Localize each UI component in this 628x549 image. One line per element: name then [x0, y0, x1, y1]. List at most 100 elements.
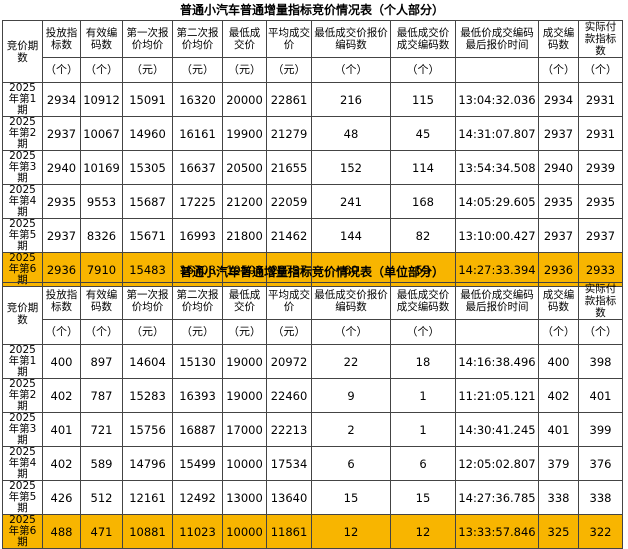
- data-cell: 16393: [172, 378, 223, 413]
- header-cell: 有效编码数: [80, 20, 123, 58]
- data-cell: 12492: [172, 480, 223, 515]
- data-cell: 20972: [266, 344, 312, 379]
- unit-cell: （个）: [311, 319, 391, 345]
- data-cell: 115: [390, 82, 456, 117]
- data-cell: 17534: [266, 446, 312, 481]
- data-cell: 45: [390, 116, 456, 151]
- units-row: （个） （个） （元） （元） （元） （元） （个） （个） （个） （个）: [3, 57, 623, 83]
- unit-cell: （个）: [390, 319, 456, 345]
- data-cell: 14:27:36.785: [455, 480, 539, 515]
- unit-cell: （个）: [42, 57, 81, 83]
- unit-cell: （元）: [172, 57, 223, 83]
- data-cell: 19500: [222, 252, 267, 287]
- data-cell: 426: [42, 480, 81, 515]
- data-cell: 22213: [266, 412, 312, 447]
- unit-cell: （个）: [390, 57, 456, 83]
- data-cell: 10169: [80, 150, 123, 185]
- data-cell: 12: [390, 514, 456, 549]
- data-cell: 22460: [266, 378, 312, 413]
- header-cell: 平均成交价: [266, 20, 312, 58]
- data-cell: 14604: [122, 344, 173, 379]
- period-cell: 2025年第3期: [2, 150, 43, 185]
- data-cell: 241: [311, 184, 391, 219]
- data-cell: 2937: [538, 116, 579, 151]
- data-cell: 2939: [578, 150, 623, 185]
- data-cell: 18: [390, 344, 456, 379]
- data-cell: 2934: [538, 82, 579, 117]
- data-cell: 14796: [122, 446, 173, 481]
- data-cell: 322: [578, 514, 623, 549]
- data-cell: 20000: [222, 82, 267, 117]
- data-cell: 2936: [538, 252, 579, 287]
- data-cell: 21800: [222, 218, 267, 253]
- data-cell: 7910: [80, 252, 123, 287]
- data-cell: 10881: [122, 514, 173, 549]
- unit-cell: （个）: [578, 319, 623, 345]
- data-cell: 55: [390, 252, 456, 287]
- unit-cell: （元）: [266, 57, 312, 83]
- data-cell: 11023: [172, 514, 223, 549]
- data-cell: 11861: [266, 514, 312, 549]
- header-cell: 第一次报价均价: [122, 282, 173, 320]
- header-cell: 第一次报价均价: [122, 20, 173, 58]
- data-cell: 401: [578, 378, 623, 413]
- unit-cell: （个）: [42, 319, 81, 345]
- table-block: 普通小汽车普通增量指标竞价情况表（个人部分） 竞价期数 投放指标数 有效编码数 第一次报…: [2, 0, 623, 287]
- data-cell: 19000: [222, 344, 267, 379]
- data-cell: 2936: [42, 252, 81, 287]
- data-cell: 12:05:02.807: [455, 446, 539, 481]
- units-row: （个） （个） （元） （元） （元） （元） （个） （个） （个） （个）: [3, 319, 623, 345]
- data-cell: 11:21:05.121: [455, 378, 539, 413]
- data-cell: 15: [390, 480, 456, 515]
- header-cell: 最低成交价: [222, 20, 267, 58]
- data-cell: 2935: [42, 184, 81, 219]
- data-cell: 21462: [266, 218, 312, 253]
- data-cell: 2934: [42, 82, 81, 117]
- data-cell: 721: [80, 412, 123, 447]
- data-row: 2025年第5期 426 512 12161 12492 13000 13640 15 15 14…: [2, 480, 623, 515]
- data-cell: 2937: [538, 218, 579, 253]
- period-cell: 2025年第2期: [2, 116, 43, 151]
- period-cell: 2025年第1期: [2, 344, 43, 379]
- data-cell: 338: [578, 480, 623, 515]
- data-cell: 16887: [172, 412, 223, 447]
- data-cell: 325: [538, 514, 579, 549]
- data-cell: 2937: [578, 218, 623, 253]
- data-cell: 897: [80, 344, 123, 379]
- data-cell: 10912: [80, 82, 123, 117]
- unit-cell: （个）: [311, 57, 391, 83]
- data-cell: 16637: [172, 150, 223, 185]
- header-cell: 第二次报价均价: [172, 282, 223, 320]
- unit-cell: （个）: [538, 319, 579, 345]
- data-cell: 144: [311, 218, 391, 253]
- header-cell: 投放指标数: [42, 282, 81, 320]
- table-title: 普通小汽车普通增量指标竞价情况表（个人部分）: [179, 3, 444, 17]
- data-cell: 2940: [538, 150, 579, 185]
- data-cell: 21200: [222, 184, 267, 219]
- unit-cell: （个）: [578, 57, 623, 83]
- data-cell: 22059: [266, 184, 312, 219]
- data-cell: 14:16:38.496: [455, 344, 539, 379]
- data-cell: 6: [390, 446, 456, 481]
- unit-cell: （元）: [266, 319, 312, 345]
- header-cell: 实际付款指标数: [578, 282, 623, 320]
- data-cell: 6: [311, 446, 391, 481]
- data-cell: 376: [578, 446, 623, 481]
- table-title: 普通小汽车普通增量指标竞价情况表（单位部分）: [179, 265, 444, 279]
- data-cell: 2: [311, 412, 391, 447]
- data-cell: 9: [311, 378, 391, 413]
- header-cell: 最低成交价成交编码数: [390, 282, 456, 320]
- unit-cell: （元）: [222, 319, 267, 345]
- data-row: 2025年第1期 400 897 14604 15130 19000 20972 22 18 14…: [2, 344, 623, 379]
- data-cell: 2931: [578, 82, 623, 117]
- data-table: 竞价期数 投放指标数 有效编码数 第一次报价均价 第二次报价均价 最低成交价 平均成交价 最低…: [2, 282, 623, 549]
- data-cell: 1: [390, 412, 456, 447]
- data-cell: 8326: [80, 218, 123, 253]
- unit-cell: （个）: [538, 57, 579, 83]
- data-cell: 14:05:29.605: [455, 184, 539, 219]
- data-cell: 16993: [172, 218, 223, 253]
- data-cell: 400: [538, 344, 579, 379]
- data-cell: 82: [390, 218, 456, 253]
- data-cell: 15756: [122, 412, 173, 447]
- period-cell: 2025年第5期: [2, 218, 43, 253]
